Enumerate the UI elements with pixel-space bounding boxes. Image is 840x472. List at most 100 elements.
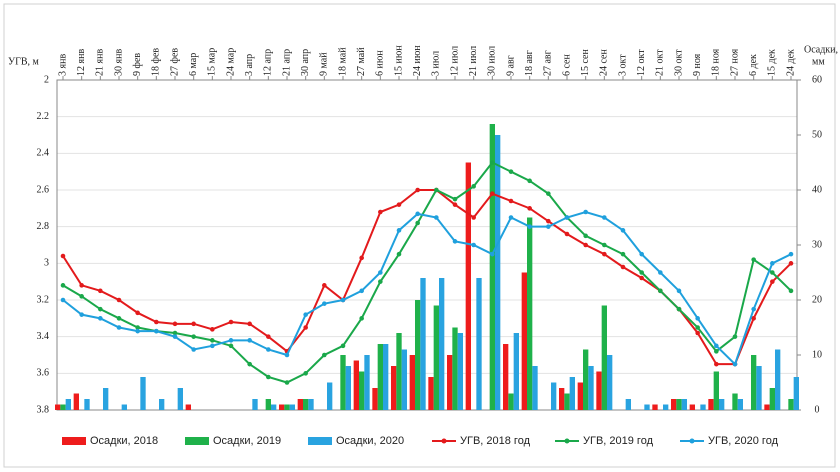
marker [751, 306, 756, 312]
marker [434, 187, 439, 193]
marker [508, 169, 514, 174]
marker [191, 347, 196, 352]
marker [695, 316, 700, 321]
bar [508, 393, 514, 410]
x-tick-label: 9 авг [505, 55, 516, 76]
marker [79, 294, 84, 299]
marker [172, 321, 178, 327]
bar [732, 393, 738, 410]
bar [303, 399, 309, 410]
x-tick-label: 24 сен [599, 49, 610, 76]
marker [732, 361, 738, 367]
bar [420, 278, 426, 410]
marker [527, 224, 532, 229]
x-tick-label: 21 апр [281, 49, 292, 76]
marker [788, 251, 794, 257]
bar [271, 404, 277, 410]
marker [60, 297, 66, 303]
bar [383, 344, 389, 410]
bar [377, 344, 383, 410]
y-tick-label: 3 [44, 258, 49, 269]
y2-tick-label: 0 [815, 404, 820, 415]
x-tick-label: 9 май [319, 52, 330, 76]
x-tick-label: 3 янв [57, 54, 68, 76]
x-tick-label: 12 июл [449, 46, 460, 76]
bar [465, 162, 471, 410]
x-tick-label: 6 сен [561, 54, 572, 76]
bar [447, 355, 453, 410]
bar [476, 278, 482, 410]
bar [652, 404, 658, 410]
marker [490, 191, 495, 196]
y2-tick-label: 30 [812, 239, 822, 250]
bar [279, 404, 285, 410]
marker [415, 187, 420, 193]
bar [788, 399, 794, 410]
bar [769, 388, 775, 410]
bar [756, 366, 762, 410]
marker [303, 371, 308, 376]
marker [247, 361, 252, 367]
bar [583, 349, 589, 410]
marker [415, 220, 420, 226]
marker [266, 374, 271, 380]
marker [79, 312, 84, 317]
marker [602, 251, 607, 257]
marker [135, 328, 140, 334]
bar [73, 393, 79, 410]
bar [284, 404, 290, 410]
bar [60, 404, 66, 410]
legend-label: Осадки, 2018 [90, 435, 158, 447]
x-tick-label: 21 июл [468, 46, 479, 76]
marker [247, 321, 252, 327]
marker [98, 288, 103, 294]
x-tick-label: 18 ноя [711, 48, 722, 76]
marker [210, 343, 215, 349]
bar [84, 399, 90, 410]
x-tick-label: 15 сен [580, 49, 591, 76]
marker [247, 338, 252, 343]
bar [103, 388, 109, 410]
marker [322, 352, 327, 358]
bar [353, 360, 359, 410]
bar [737, 399, 743, 410]
marker [98, 306, 103, 312]
y-tick-label: 2.4 [37, 148, 50, 159]
marker [620, 264, 626, 270]
bar [457, 333, 463, 410]
marker [396, 251, 402, 257]
marker [583, 233, 588, 239]
legend-swatch [441, 438, 447, 444]
legend-swatch [308, 437, 332, 445]
bar [596, 371, 602, 410]
marker [191, 334, 196, 339]
bar [372, 388, 378, 410]
marker [359, 288, 364, 294]
marker [210, 338, 215, 343]
bar [159, 399, 165, 410]
marker [508, 198, 514, 204]
marker [322, 283, 327, 288]
bar [751, 355, 757, 410]
y-tick-label: 3.4 [37, 331, 50, 342]
bar [452, 327, 458, 410]
marker [116, 297, 122, 303]
x-tick-label: 30 янв [113, 49, 124, 76]
marker [60, 253, 66, 259]
marker [732, 334, 738, 339]
x-tick-label: 18 авг [524, 50, 535, 76]
x-tick-label: 3 апр [244, 54, 255, 76]
bar [607, 355, 613, 410]
bar [527, 217, 533, 410]
marker [508, 215, 514, 220]
marker [639, 251, 644, 257]
marker [452, 202, 458, 207]
bar [532, 366, 538, 410]
x-tick-label: 27 ноя [729, 48, 740, 76]
bar [415, 300, 421, 410]
marker [154, 319, 159, 325]
marker [770, 261, 775, 266]
marker [471, 242, 476, 248]
y2-tick-label: 60 [812, 74, 822, 85]
